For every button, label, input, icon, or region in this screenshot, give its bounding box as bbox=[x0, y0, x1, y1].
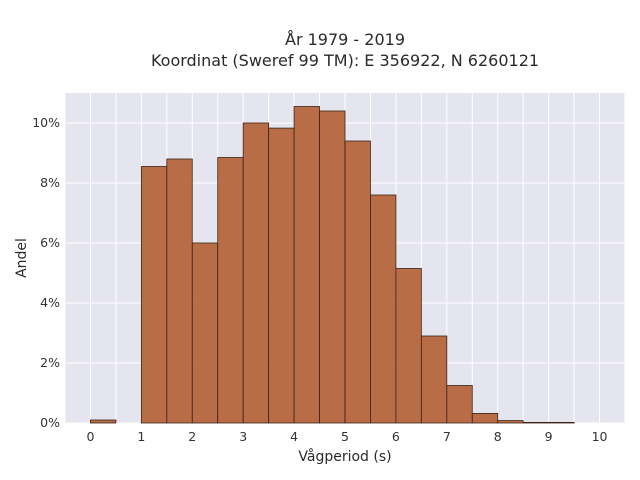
histogram-bar bbox=[166, 158, 193, 424]
histogram-bar bbox=[191, 242, 219, 424]
histogram-bar bbox=[344, 140, 371, 424]
histogram-bar bbox=[548, 421, 575, 424]
x-tick-label: 7 bbox=[443, 429, 451, 444]
x-tick-label: 6 bbox=[392, 429, 400, 444]
y-tick-label: 10% bbox=[32, 115, 60, 130]
y-tick-label: 0% bbox=[40, 415, 60, 430]
y-tick-label: 4% bbox=[40, 295, 60, 310]
chart-title-line1: År 1979 - 2019 bbox=[285, 30, 405, 49]
x-tick-label: 1 bbox=[137, 429, 145, 444]
y-axis-ticks: 0% 2% 4% 6% 8% 10% bbox=[32, 115, 60, 430]
histogram-bar bbox=[395, 268, 422, 424]
y-tick-label: 2% bbox=[40, 355, 60, 370]
x-tick-label: 2 bbox=[188, 429, 196, 444]
histogram-bar bbox=[370, 194, 397, 424]
x-tick-label: 8 bbox=[494, 429, 502, 444]
histogram-bar bbox=[446, 385, 473, 424]
x-tick-label: 10 bbox=[592, 429, 608, 444]
x-tick-label: 3 bbox=[239, 429, 247, 444]
histogram-bar bbox=[242, 122, 270, 424]
histogram-bar bbox=[420, 335, 448, 424]
histogram-bar bbox=[90, 419, 117, 424]
x-tick-label: 0 bbox=[86, 429, 94, 444]
y-axis-label: Andel bbox=[14, 238, 30, 278]
x-tick-label: 5 bbox=[341, 429, 349, 444]
x-axis-label: Vågperiod (s) bbox=[298, 448, 391, 465]
histogram-bar bbox=[293, 106, 320, 424]
x-tick-label: 9 bbox=[545, 429, 553, 444]
histogram-bar bbox=[471, 412, 499, 424]
histogram-bar bbox=[217, 157, 244, 424]
bars bbox=[90, 106, 575, 424]
histogram-bar bbox=[522, 421, 550, 424]
histogram-bar bbox=[140, 166, 168, 424]
histogram-bar bbox=[268, 127, 295, 424]
x-axis-ticks: 0 1 2 3 4 5 6 7 8 9 10 bbox=[86, 429, 607, 444]
histogram-bar bbox=[319, 110, 346, 424]
histogram-bar bbox=[497, 420, 524, 424]
x-tick-label: 4 bbox=[290, 429, 298, 444]
chart-title-line2: Koordinat (Sweref 99 TM): E 356922, N 62… bbox=[151, 51, 539, 70]
y-tick-label: 8% bbox=[40, 175, 60, 190]
y-tick-label: 6% bbox=[40, 235, 60, 250]
